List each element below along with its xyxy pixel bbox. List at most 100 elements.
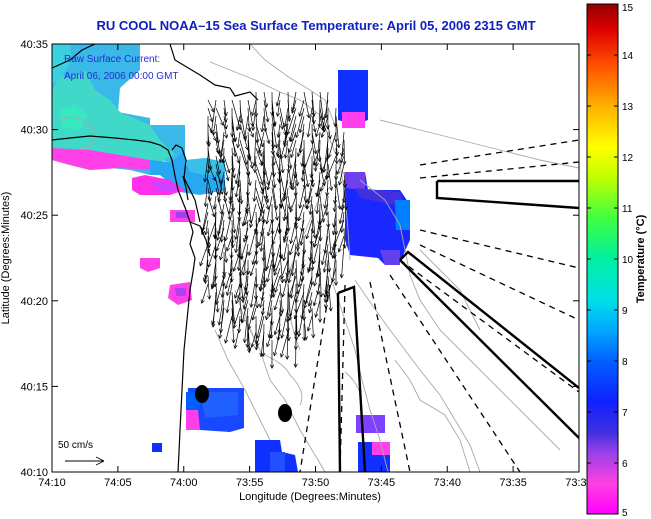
current-vector	[288, 291, 297, 321]
colorbar-tick-label: 12	[622, 153, 634, 164]
current-vector	[255, 291, 260, 309]
current-vector	[283, 139, 289, 159]
current-vector	[338, 203, 345, 224]
current-vector	[215, 107, 224, 126]
x-tick-label: 74:10	[38, 477, 66, 489]
current-vector	[259, 227, 265, 252]
current-vector	[315, 187, 321, 214]
y-tick-label: 40:20	[20, 296, 48, 308]
current-vector	[298, 99, 305, 117]
current-vector	[323, 187, 329, 209]
current-vector	[207, 107, 214, 123]
current-vector	[240, 299, 249, 324]
current-vector	[281, 275, 289, 298]
x-tick-label: 74:05	[104, 477, 132, 489]
current-vector	[313, 227, 321, 248]
x-tick-label: 73:35	[499, 477, 527, 489]
current-vector	[247, 331, 252, 353]
scale-arrow-label: 50 cm/s	[58, 440, 93, 451]
current-vector	[265, 195, 273, 225]
current-vector	[207, 163, 216, 182]
current-vector	[249, 259, 257, 276]
current-vector	[234, 219, 241, 253]
current-vector	[322, 243, 329, 273]
current-vector	[219, 243, 225, 261]
current-vector	[311, 139, 318, 172]
current-vector	[343, 187, 349, 210]
current-vector	[217, 291, 225, 326]
current-vector	[242, 307, 249, 343]
current-vector	[312, 235, 321, 265]
current-vector	[273, 291, 281, 311]
current-vector	[263, 195, 270, 210]
current-vector	[232, 307, 241, 329]
current-vector	[274, 275, 281, 293]
current-vector	[224, 315, 233, 344]
current-vector	[327, 131, 337, 159]
current-vector	[249, 275, 257, 308]
current-vector	[232, 251, 241, 272]
current-vector	[224, 211, 233, 242]
current-vector	[280, 331, 289, 358]
current-vector	[314, 299, 321, 318]
current-vector	[247, 123, 254, 138]
current-vector	[288, 235, 297, 256]
x-tick-label: 73:50	[302, 477, 330, 489]
current-vector	[266, 331, 273, 347]
colorbar-tick-label: 10	[622, 255, 634, 266]
current-vector	[223, 235, 229, 263]
current-vector	[234, 283, 241, 299]
current-vector	[225, 283, 233, 314]
current-vector	[273, 315, 281, 336]
current-vector	[339, 243, 345, 279]
colorbar-tick-label: 8	[622, 357, 628, 368]
current-vector	[297, 307, 305, 337]
current-vector	[289, 219, 297, 244]
current-vector	[308, 299, 313, 314]
current-vector	[203, 171, 209, 207]
current-vector	[224, 267, 233, 289]
current-vector	[298, 115, 305, 134]
current-vector	[320, 235, 329, 265]
y-tick-label: 40:30	[20, 125, 48, 137]
current-vector	[207, 195, 216, 218]
current-vector	[247, 171, 252, 186]
current-vector	[295, 107, 305, 138]
colorbar-label: Temperature (°C)	[635, 214, 647, 303]
colorbar-tick-label: 7	[622, 408, 628, 419]
current-vector	[320, 115, 329, 138]
survey-lines	[299, 139, 579, 472]
current-vector	[211, 299, 217, 325]
current-vector	[296, 131, 305, 157]
current-vector	[200, 283, 209, 304]
current-vector	[266, 171, 273, 191]
current-vector	[306, 107, 313, 138]
current-vector	[335, 115, 341, 149]
current-vector	[287, 251, 297, 284]
current-vector	[308, 195, 313, 215]
inset-line-2: April 06, 2006 00:00 GMT	[64, 71, 179, 82]
x-tick-label: 74:00	[170, 477, 198, 489]
current-vector	[275, 99, 281, 117]
current-vector	[259, 291, 265, 308]
y-tick-label: 40:15	[20, 381, 48, 393]
current-vector	[200, 211, 209, 235]
current-vector	[271, 251, 276, 269]
current-vector	[307, 259, 313, 273]
current-vector	[215, 283, 220, 313]
current-vector	[234, 171, 241, 198]
current-vector	[253, 155, 258, 173]
current-vector	[303, 163, 310, 188]
current-vector	[255, 139, 263, 157]
current-vector	[273, 259, 281, 276]
current-vector	[260, 115, 265, 133]
current-vector	[199, 243, 209, 267]
current-vector	[231, 307, 236, 344]
current-vector	[231, 163, 236, 179]
current-vector	[303, 195, 309, 209]
map-title: RU COOL NOAA–15 Sea Surface Temperature:…	[96, 18, 536, 33]
current-vector	[223, 163, 230, 181]
current-vector	[317, 291, 323, 323]
current-vector	[269, 339, 275, 369]
station-marker	[278, 404, 292, 422]
